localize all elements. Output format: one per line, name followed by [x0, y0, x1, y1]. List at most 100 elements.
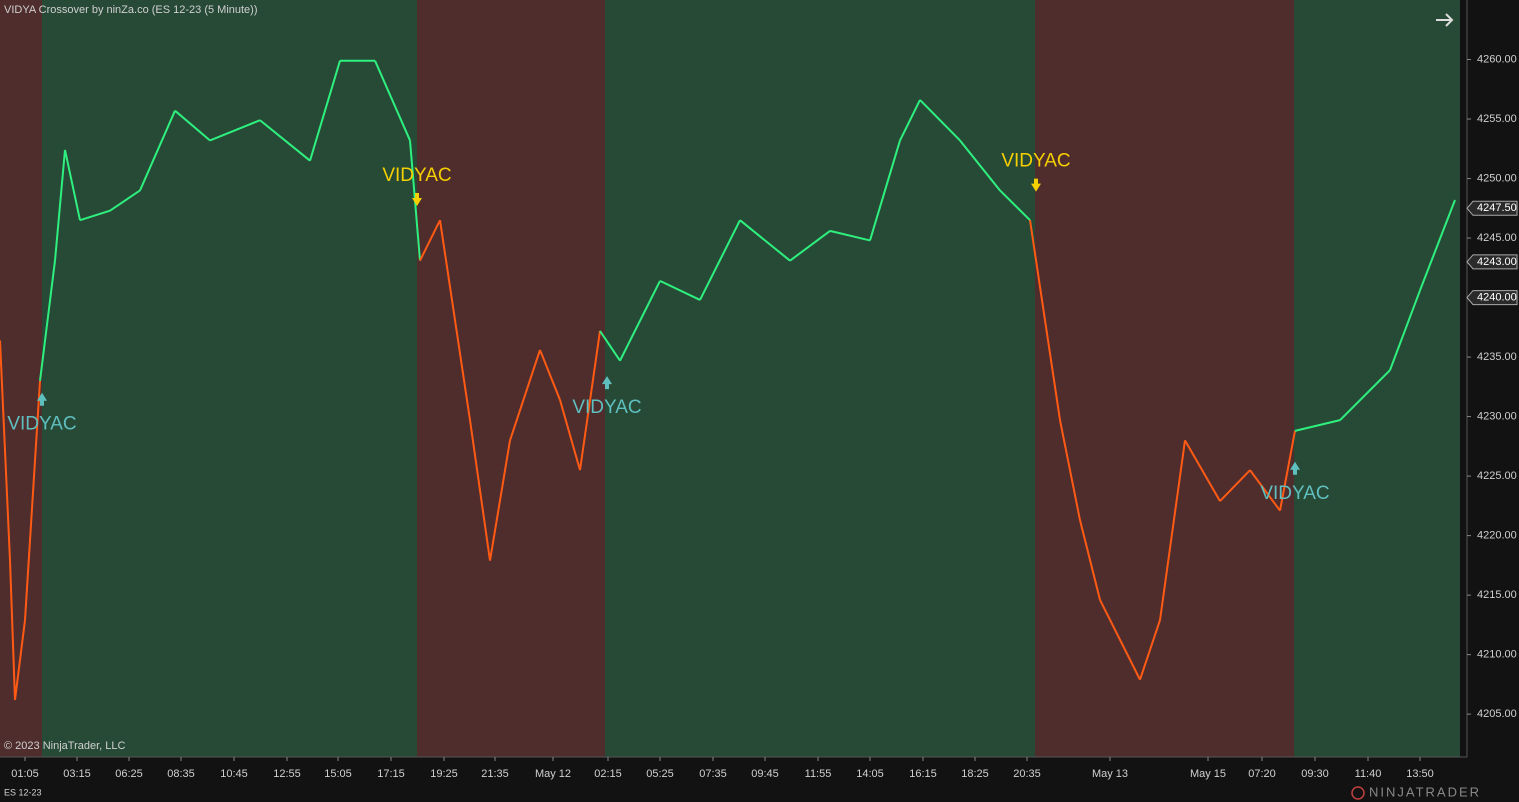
chart-title: VIDYA Crossover by ninZa.co (ES 12-23 (5…	[4, 4, 258, 16]
price-segment	[1294, 419, 1341, 432]
price-badge-label: 4243.00	[1477, 256, 1517, 268]
price-segment	[659, 279, 701, 301]
plot-area	[0, 0, 1460, 757]
regime-region	[417, 0, 605, 757]
x-tick-label: 18:25	[961, 768, 989, 780]
signal-label: VIDYAC	[382, 165, 451, 186]
price-segment	[899, 99, 921, 141]
x-tick-label: 15:05	[324, 768, 352, 780]
price-segment	[1184, 439, 1221, 502]
y-tick-label: 4250.00	[1477, 172, 1517, 184]
price-segment	[469, 420, 491, 561]
regime-region	[1294, 0, 1460, 757]
price-segment	[829, 229, 871, 242]
price-segment	[1339, 369, 1391, 421]
price-badge	[1466, 254, 1518, 270]
y-tick-label: 4255.00	[1477, 113, 1517, 125]
signal-arrow	[602, 376, 612, 390]
logo-icon	[1351, 786, 1365, 800]
signal-label: VIDYAC	[1001, 151, 1070, 172]
price-segment	[789, 230, 831, 262]
y-tick-label: 4205.00	[1477, 708, 1517, 720]
price-badge	[1466, 200, 1518, 216]
x-tick-label: 07:35	[699, 768, 727, 780]
x-tick-label: 11:40	[1355, 768, 1382, 780]
instrument: ES 12-23	[4, 787, 42, 797]
price-segment	[1419, 199, 1456, 291]
x-tick-label: 20:35	[1013, 768, 1041, 780]
price-segment	[14, 619, 26, 700]
price-segment	[869, 140, 901, 241]
x-tick-label: 09:30	[1301, 768, 1329, 780]
x-tick-label: 02:15	[594, 768, 622, 780]
price-segment	[1219, 469, 1251, 502]
regime-region	[1035, 0, 1294, 757]
signal-arrow	[412, 192, 422, 206]
x-tick-label: 09:45	[751, 768, 779, 780]
y-tick-label: 4235.00	[1477, 351, 1517, 363]
price-badge	[1466, 290, 1518, 306]
price-badge-label: 4247.50	[1477, 202, 1517, 214]
price-segment	[919, 99, 961, 142]
price-segment	[959, 139, 1001, 192]
price-segment	[259, 119, 311, 162]
x-tick-label: 03:15	[63, 768, 91, 780]
brand: NINJATRADER	[1369, 784, 1481, 799]
price-segment	[1279, 430, 1296, 511]
price-segment	[1249, 469, 1281, 512]
price-badge-label: 4240.00	[1477, 291, 1517, 303]
y-tick-label: 4225.00	[1477, 470, 1517, 482]
x-tick-label: 07:20	[1248, 768, 1276, 780]
signal-label: VIDYAC	[7, 414, 76, 435]
price-segment	[619, 280, 661, 362]
regime-region	[605, 0, 1035, 757]
x-tick-label: 17:15	[377, 768, 405, 780]
price-segment	[54, 149, 66, 261]
x-tick-label: 11:55	[805, 768, 832, 780]
price-segment	[1059, 419, 1081, 521]
price-segment	[1389, 290, 1421, 371]
signal-arrow	[37, 392, 47, 406]
y-tick-label: 4230.00	[1477, 410, 1517, 422]
regime-region	[0, 0, 42, 757]
price-segment	[39, 260, 56, 382]
price-segment	[1079, 519, 1101, 601]
nav-arrow[interactable]	[1436, 13, 1454, 27]
signal-label: VIDYAC	[1260, 483, 1329, 504]
price-segment	[79, 209, 111, 222]
x-tick-label: 19:25	[430, 768, 458, 780]
x-tick-label: May 15	[1190, 768, 1226, 780]
signal-arrow	[1290, 461, 1300, 475]
price-segment	[374, 60, 411, 141]
y-tick-label: 4220.00	[1477, 530, 1517, 542]
price-segment	[174, 109, 211, 142]
price-segment	[539, 349, 561, 401]
x-tick-label: 01:05	[11, 768, 39, 780]
x-tick-label: May 12	[535, 768, 571, 780]
price-segment	[9, 560, 16, 700]
price-segment	[139, 110, 176, 191]
signal-label: VIDYAC	[572, 397, 641, 418]
price-segment	[1029, 220, 1046, 321]
y-tick-label: 4245.00	[1477, 232, 1517, 244]
price-segment	[509, 349, 541, 441]
y-tick-label: 4260.00	[1477, 53, 1517, 65]
price-segment	[109, 189, 141, 212]
price-segment	[599, 330, 621, 362]
price-segment	[1099, 599, 1141, 681]
price-segment	[489, 440, 511, 561]
regime-region	[42, 0, 417, 757]
x-tick-label: 16:15	[909, 768, 937, 780]
price-segment	[209, 119, 261, 142]
price-segment	[699, 219, 741, 301]
price-segment	[559, 399, 581, 471]
price-segment	[419, 219, 441, 262]
y-tick-label: 4210.00	[1477, 649, 1517, 661]
x-tick-label: 12:55	[273, 768, 301, 780]
price-segment	[64, 149, 81, 221]
x-tick-label: 06:25	[115, 768, 143, 780]
price-segment	[0, 340, 11, 561]
price-segment	[1139, 619, 1161, 680]
x-tick-label: 10:45	[220, 768, 248, 780]
